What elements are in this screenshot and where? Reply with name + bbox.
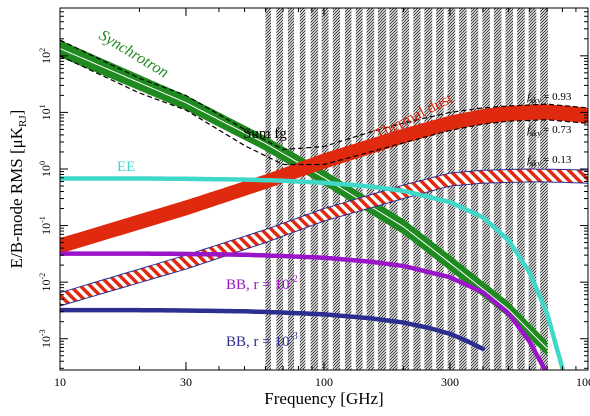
- frequency-band-24: [540, 8, 548, 370]
- y-tick-label-0: 10-3: [38, 329, 53, 348]
- series-layer: [60, 39, 588, 370]
- frequency-band-4: [310, 8, 319, 370]
- series-3-lower: [60, 55, 588, 166]
- x-axis-label: Frequency [GHz]: [264, 389, 383, 408]
- frequency-band-0: [265, 8, 272, 370]
- frequency-band-20: [493, 8, 502, 370]
- x-tick-label-4: 1000: [576, 375, 590, 389]
- x-tick-label-0: 10: [54, 375, 66, 389]
- x-tick-label-1: 30: [180, 375, 192, 389]
- y-tick-label-3: 100: [38, 161, 53, 177]
- frequency-band-5: [321, 8, 329, 370]
- x-tick-label-3: 300: [441, 375, 459, 389]
- series-3-upper: [60, 39, 588, 151]
- y-tick-label-1: 10-2: [38, 273, 53, 292]
- frequency-band-9: [366, 8, 375, 370]
- y-tick-label-5: 102: [38, 48, 53, 64]
- y-tick-label-2: 10-1: [38, 216, 53, 235]
- series-1-band: [60, 104, 588, 254]
- frequency-band-8: [355, 8, 363, 370]
- y-tick-label-4: 101: [38, 104, 53, 120]
- axes: 10 30 100 300 1000 10-3 10-2 10-1 100 101 102: [38, 8, 590, 389]
- fsky-label-013: fsky = 0.13: [527, 154, 572, 168]
- frequency-band-22: [517, 8, 525, 370]
- series-6-line: [60, 307, 486, 352]
- frequency-band-16: [447, 8, 456, 370]
- fsky-label-093: fsky = 0.93: [527, 91, 572, 105]
- series-0-band: [60, 40, 548, 356]
- x-tick-label-2: 100: [315, 375, 333, 389]
- frequency-band-2: [287, 8, 295, 370]
- label-bb-r2: BB, r = 10-2: [226, 274, 298, 293]
- label-ee: EE: [117, 159, 135, 175]
- frequency-band-23: [528, 8, 537, 370]
- label-sum-fg: Sum fg: [243, 126, 287, 142]
- frequency-band-19: [482, 8, 490, 370]
- fsky-label-073: fsky = 0.73: [527, 124, 572, 138]
- frequency-band-18: [470, 8, 479, 370]
- frequency-band-1: [276, 8, 284, 370]
- frequency-band-3: [299, 8, 306, 370]
- series-4-line: [60, 176, 565, 370]
- label-bb-r3: BB, r = 10-3: [226, 331, 298, 350]
- series-5-line: [60, 251, 548, 370]
- frequency-band-21: [505, 8, 514, 370]
- frequency-band-17: [459, 8, 467, 370]
- y-axis-label: E/B-mode RMS [μKRJ]: [7, 110, 29, 269]
